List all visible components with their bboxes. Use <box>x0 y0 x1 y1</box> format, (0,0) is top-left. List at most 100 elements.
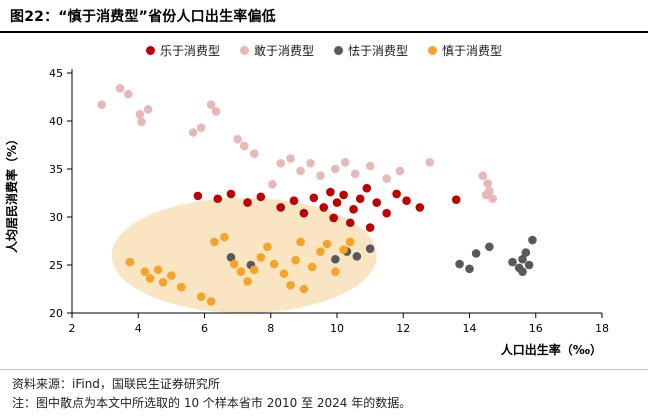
scatter-point <box>279 269 289 278</box>
scatter-point <box>206 297 216 306</box>
scatter-point <box>316 247 325 256</box>
scatter-chart: 20 25 30 35 40 45 2 4 6 8 10 12 14 16 18 人口出生率（‰） 人均居民消费… <box>4 67 609 357</box>
scatter-point <box>167 271 176 280</box>
x-tick-label: 14 <box>463 322 477 335</box>
x-tick-label: 8 <box>267 322 274 335</box>
scatter-point <box>213 194 223 204</box>
legend-marker-icon <box>334 46 343 55</box>
scatter-point <box>249 149 259 158</box>
scatter-point <box>243 277 252 286</box>
y-tick-label: 30 <box>49 211 63 224</box>
scatter-point <box>97 100 107 109</box>
scatter-point <box>125 257 135 267</box>
x-tick-label: 18 <box>595 322 609 335</box>
scatter-point <box>483 179 493 188</box>
figure-title: 图22：“慎于消费型”省份人口出生率偏低 <box>10 9 276 25</box>
scatter-point <box>316 171 325 181</box>
scatter-point <box>220 232 229 242</box>
scatter-point <box>329 213 338 223</box>
scatter-point <box>345 237 355 247</box>
scatter-point <box>306 158 315 168</box>
y-tick-label: 45 <box>49 67 63 80</box>
x-tick-label: 2 <box>69 322 76 335</box>
scatter-point <box>124 89 133 99</box>
scatter-point <box>193 191 203 201</box>
scatter-point <box>143 105 153 114</box>
scatter-point <box>331 164 340 174</box>
scatter-point <box>331 267 340 277</box>
x-tick-label: 12 <box>396 322 410 335</box>
scatter-point <box>158 277 168 287</box>
scatter-point <box>518 267 527 277</box>
scatter-point <box>268 180 277 189</box>
scatter-point <box>395 166 405 176</box>
scatter-point <box>350 169 360 179</box>
scatter-point <box>115 84 125 93</box>
scatter-point <box>135 109 145 119</box>
legend-label: 敢于消费型 <box>253 44 314 58</box>
legend-label: 慎于消费型 <box>442 44 503 58</box>
scatter-point <box>365 244 375 253</box>
y-tick-label: 35 <box>49 163 63 176</box>
scatter-point <box>355 194 365 204</box>
note-line: 注：图中散点为本文中所选取的 10 个样本省市 2010 至 2024 年的数据… <box>12 395 412 410</box>
scatter-point <box>451 195 461 205</box>
legend-item: 敢于消费型 <box>239 42 314 59</box>
scatter-point <box>307 262 317 272</box>
scatter-point <box>296 166 305 176</box>
y-tick-label: 25 <box>49 259 63 272</box>
legend-marker-icon <box>428 46 438 55</box>
scatter-point <box>332 198 342 207</box>
legend-marker-icon <box>145 46 155 55</box>
y-tick-label: 40 <box>49 115 63 128</box>
scatter-point <box>286 154 295 163</box>
scatter-point <box>528 235 537 245</box>
scatter-point <box>286 280 295 290</box>
scatter-point <box>415 203 425 212</box>
legend-item: 慎于消费型 <box>428 42 502 59</box>
scatter-point <box>233 134 242 144</box>
scatter-point <box>256 192 266 202</box>
scatter-point <box>372 198 382 207</box>
scatter-point <box>465 264 474 274</box>
source-line: 资料来源：iFind，国联民生证券研究所 <box>12 377 220 391</box>
scatter-point <box>210 237 219 247</box>
scatter-point <box>177 282 186 292</box>
scatter-point <box>256 253 266 262</box>
scatter-point <box>322 239 332 249</box>
legend-label: 乐于消费型 <box>159 44 220 58</box>
scatter-point <box>524 260 534 270</box>
scatter-point <box>392 189 401 199</box>
scatter-point <box>508 257 517 267</box>
legend-item: 乐于消费型 <box>145 42 220 59</box>
figure-header: 图22：“慎于消费型”省份人口出生率偏低 <box>0 0 648 33</box>
scatter-point <box>340 157 350 167</box>
scatter-point <box>471 249 481 258</box>
x-tick-label: 4 <box>135 322 142 335</box>
scatter-point <box>339 245 348 254</box>
chart-area: 20 25 30 35 40 45 2 4 6 8 10 12 14 16 18 人口出生率（‰） 人均居民消费… <box>0 61 648 365</box>
scatter-point <box>326 187 335 197</box>
x-tick-label: 6 <box>201 322 208 335</box>
scatter-point <box>263 242 272 252</box>
scatter-point <box>349 205 358 214</box>
scatter-point <box>425 157 435 167</box>
scatter-point <box>339 190 348 200</box>
figure-footer: 资料来源：iFind，国联民生证券研究所 注：图中散点为本文中所选取的 10 个… <box>0 369 648 412</box>
x-axis-title: 人口出生率（‰） <box>501 342 602 357</box>
scatter-point <box>145 274 155 283</box>
scatter-point <box>137 117 146 127</box>
scatter-point <box>478 171 488 181</box>
highlight-ellipse <box>111 197 377 313</box>
scatter-point <box>291 255 300 265</box>
scatter-point <box>352 252 362 261</box>
legend-label: 怯于消费型 <box>348 44 409 58</box>
scatter-point <box>296 237 305 247</box>
scatter-point <box>521 248 531 257</box>
scatter-point <box>485 242 494 252</box>
x-tick-label: 16 <box>529 322 543 335</box>
legend-marker-icon <box>239 46 249 55</box>
legend-item: 怯于消费型 <box>334 42 408 59</box>
scatter-point <box>140 267 150 277</box>
scatter-point <box>249 265 259 275</box>
